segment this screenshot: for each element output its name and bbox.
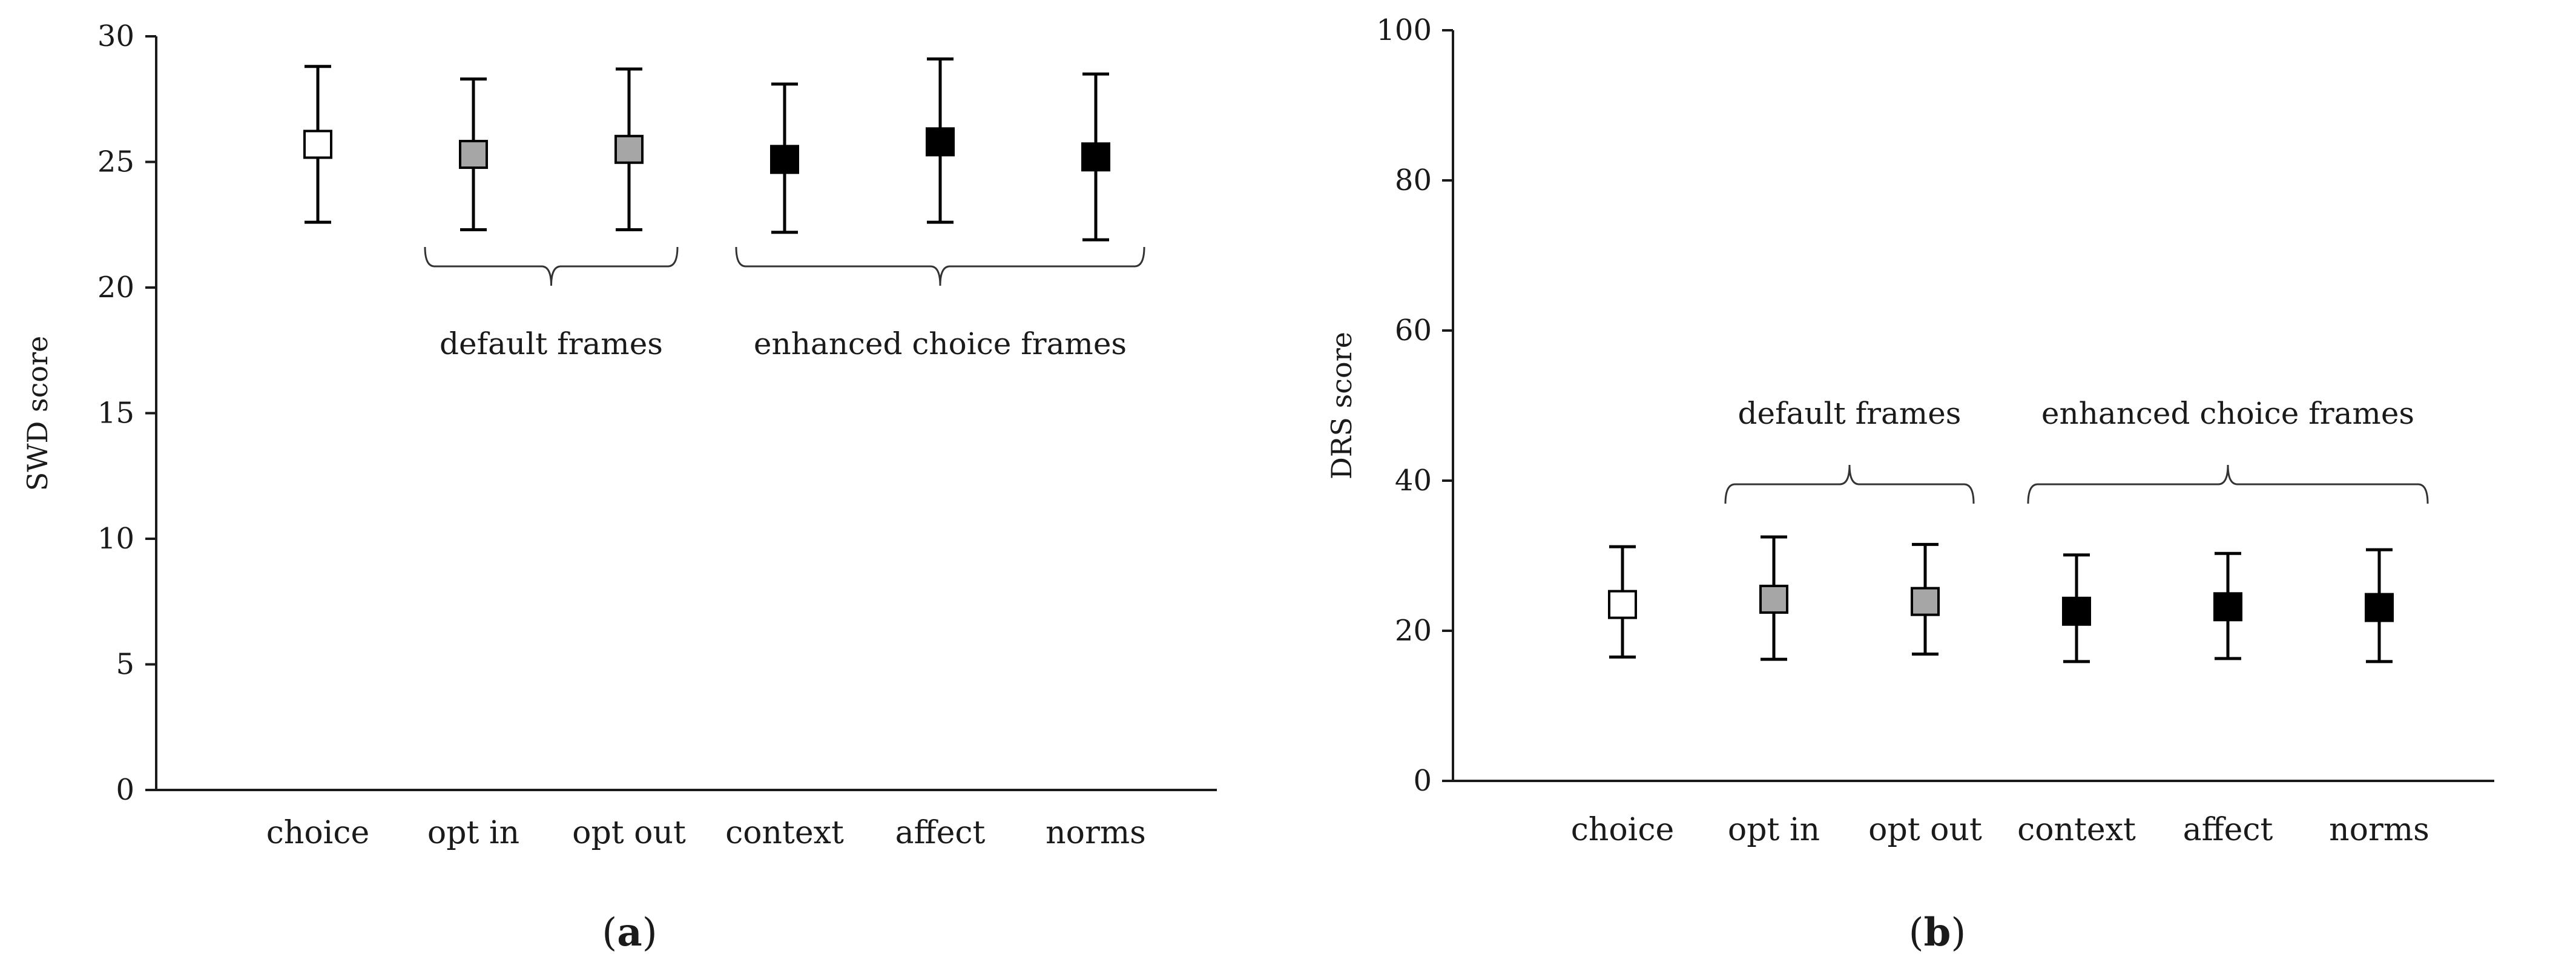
x-category-label: affect [895, 815, 986, 851]
y-tick-label: 80 [1395, 163, 1432, 197]
panel-label: (a) [602, 910, 657, 955]
group-label: default frames [440, 326, 663, 361]
data-point [1911, 542, 1940, 656]
x-category-label: choice [1571, 812, 1674, 848]
data-point [1081, 72, 1110, 242]
group-brace [2027, 464, 2429, 504]
y-tick-label: 20 [97, 271, 134, 304]
group-brace [735, 246, 1145, 286]
y-tick-label: 20 [1395, 614, 1432, 648]
panel-label: (b) [1909, 910, 1966, 955]
data-point [459, 77, 488, 232]
data-point [770, 82, 799, 234]
x-category-label: norms [1046, 815, 1146, 851]
data-point [303, 65, 332, 224]
x-category-label: norms [2329, 812, 2429, 848]
mean-marker [459, 140, 488, 169]
x-category-label: opt in [427, 815, 519, 851]
y-tick-label: 25 [97, 145, 134, 179]
group-label: enhanced choice frames [2041, 396, 2414, 431]
data-point [926, 57, 955, 224]
y-axis-title: DRS score [1325, 332, 1358, 479]
mean-marker [2213, 592, 2242, 622]
y-axis-title: SWD score [21, 336, 54, 492]
mean-marker [926, 127, 955, 157]
y-tick-label: 40 [1395, 464, 1432, 498]
group-label: default frames [1738, 396, 1962, 431]
chart-panel-a: 0 5 10 15 20 25 30 SWD score choice opt in opt out… [21, 19, 1217, 955]
data-point [2062, 553, 2091, 663]
mean-marker [2365, 593, 2394, 622]
mean-marker [2062, 596, 2091, 626]
mean-marker [1081, 142, 1110, 172]
y-tick-label: 30 [97, 19, 134, 53]
y-tick-label: 60 [1395, 314, 1432, 347]
mean-marker [1911, 587, 1940, 616]
x-category-label: context [2017, 812, 2136, 848]
group-brace [424, 246, 679, 286]
x-category-label: affect [2183, 812, 2273, 848]
x-category-label: opt out [572, 815, 686, 851]
y-tick-label: 0 [1413, 764, 1432, 798]
mean-marker [1759, 584, 1788, 614]
data-point [2213, 551, 2242, 660]
y-tick-label: 5 [116, 648, 134, 682]
x-category-label: context [725, 815, 844, 851]
data-point [1608, 545, 1637, 659]
y-tick-label: 15 [97, 397, 134, 430]
x-category-label: choice [266, 815, 369, 851]
y-tick-label: 0 [116, 773, 134, 807]
x-category-label: opt in [1728, 812, 1820, 848]
group-label: enhanced choice frames [754, 326, 1127, 361]
y-tick-label: 100 [1376, 13, 1432, 47]
data-point [1759, 535, 1788, 661]
mean-marker [614, 134, 644, 164]
data-point [2365, 548, 2394, 663]
group-brace [1724, 464, 1975, 504]
chart-panel-b: 0 20 40 60 80 100 DRS score choice opt in opt out… [1325, 13, 2494, 955]
y-tick-label: 10 [97, 522, 134, 556]
data-point [614, 67, 644, 232]
mean-marker [770, 145, 799, 174]
mean-marker [303, 130, 332, 159]
mean-marker [1608, 590, 1637, 619]
x-category-label: opt out [1868, 812, 1982, 848]
